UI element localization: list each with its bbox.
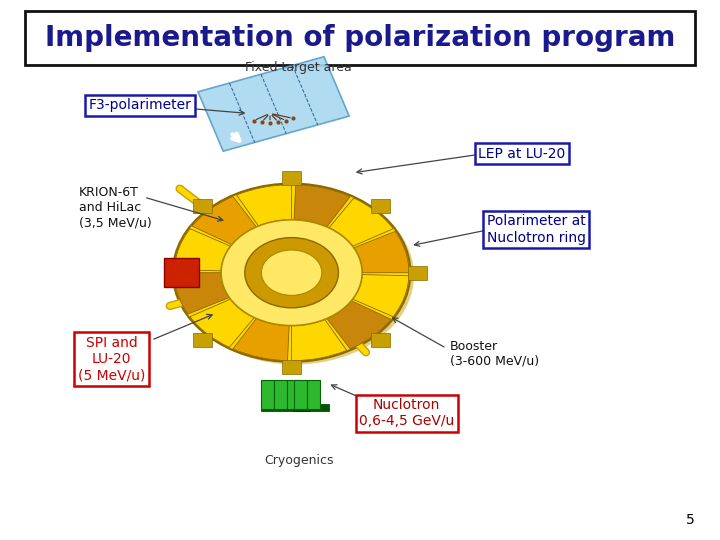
Wedge shape bbox=[174, 229, 230, 271]
FancyBboxPatch shape bbox=[261, 404, 310, 411]
Wedge shape bbox=[327, 301, 391, 349]
Wedge shape bbox=[329, 198, 393, 246]
Text: Polarimeter at
Nuclotron ring: Polarimeter at Nuclotron ring bbox=[487, 214, 586, 245]
Wedge shape bbox=[174, 273, 229, 314]
FancyBboxPatch shape bbox=[408, 266, 427, 280]
Wedge shape bbox=[233, 319, 289, 361]
Circle shape bbox=[261, 250, 322, 295]
FancyBboxPatch shape bbox=[372, 199, 390, 213]
FancyBboxPatch shape bbox=[193, 199, 212, 213]
Circle shape bbox=[176, 186, 414, 364]
Wedge shape bbox=[236, 185, 292, 226]
FancyBboxPatch shape bbox=[282, 171, 301, 185]
Text: 5: 5 bbox=[686, 512, 695, 526]
FancyBboxPatch shape bbox=[307, 380, 320, 409]
Polygon shape bbox=[198, 57, 349, 151]
Text: KRION-6T
and HiLac
(3,5 MeV/u): KRION-6T and HiLac (3,5 MeV/u) bbox=[79, 186, 152, 230]
FancyBboxPatch shape bbox=[293, 404, 329, 411]
Wedge shape bbox=[192, 197, 256, 245]
Wedge shape bbox=[190, 299, 254, 347]
Wedge shape bbox=[294, 185, 351, 227]
Text: Implementation of polarization program: Implementation of polarization program bbox=[45, 24, 675, 52]
Text: Nuclotron
0,6-4,5 GeV/u: Nuclotron 0,6-4,5 GeV/u bbox=[359, 398, 454, 428]
FancyBboxPatch shape bbox=[261, 380, 274, 409]
Text: Cryogenics: Cryogenics bbox=[264, 454, 333, 467]
FancyBboxPatch shape bbox=[282, 360, 301, 374]
Wedge shape bbox=[292, 320, 347, 361]
Text: Booster
(3-600 MeV/u): Booster (3-600 MeV/u) bbox=[450, 340, 539, 368]
FancyBboxPatch shape bbox=[287, 380, 300, 409]
Circle shape bbox=[221, 220, 362, 326]
Text: SPI and
LU-20
(5 MeV/u): SPI and LU-20 (5 MeV/u) bbox=[78, 336, 145, 382]
FancyBboxPatch shape bbox=[193, 333, 212, 347]
Circle shape bbox=[245, 238, 338, 308]
Wedge shape bbox=[354, 231, 409, 273]
Wedge shape bbox=[353, 274, 409, 316]
FancyBboxPatch shape bbox=[372, 333, 390, 347]
FancyBboxPatch shape bbox=[294, 380, 307, 409]
Text: Fixed target area: Fixed target area bbox=[246, 61, 352, 74]
FancyBboxPatch shape bbox=[274, 380, 287, 409]
FancyBboxPatch shape bbox=[164, 258, 199, 287]
Circle shape bbox=[173, 184, 410, 362]
Text: F3-polarimeter: F3-polarimeter bbox=[89, 98, 192, 112]
FancyBboxPatch shape bbox=[25, 11, 695, 65]
Text: LEP at LU-20: LEP at LU-20 bbox=[478, 147, 566, 161]
